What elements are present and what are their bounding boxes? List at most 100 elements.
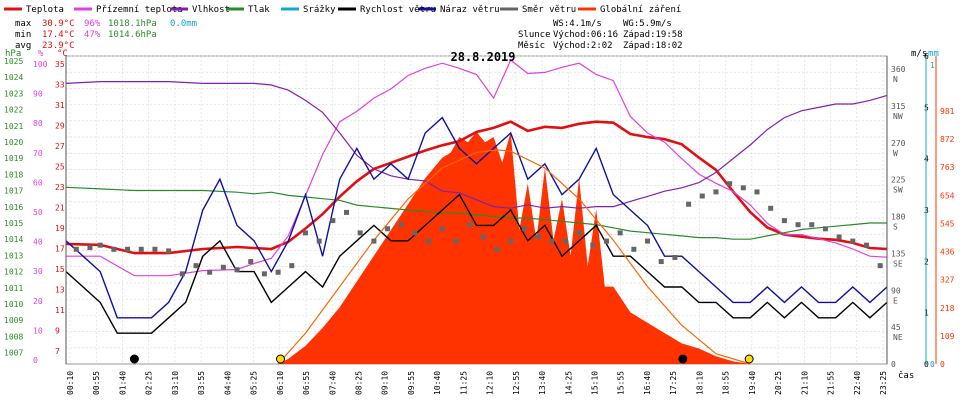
wind-direction-point (412, 230, 418, 236)
degc-tick-label: 21 (55, 204, 65, 213)
legend: Teplota Přízemní teplota Vlhkost Tlak Srážky… (4, 5, 681, 15)
wind-direction-point (686, 201, 692, 207)
rad-tick-label: 0 (940, 360, 945, 369)
wind-direction-point (166, 248, 172, 254)
dir-compass-label: NW (893, 112, 903, 121)
wind-direction-point (248, 259, 254, 265)
wind-direction-point (727, 181, 733, 187)
stat-sun-rise: Východ:06:16 (553, 30, 618, 40)
wind-direction-point (426, 238, 432, 244)
wind-direction-point (193, 263, 199, 269)
legend-label: Tlak (248, 5, 270, 15)
wind-direction-point (672, 254, 678, 260)
stat-wg: WG:5.9m/s (623, 19, 672, 29)
pct-tick-label: 80 (33, 119, 43, 128)
hpa-tick-label: 1024 (4, 73, 23, 82)
rad-tick-label: 436 (940, 248, 955, 257)
legend-label: Vlhkost (192, 5, 230, 15)
rad-tick-label: 218 (940, 304, 955, 313)
x-tick-label: 06:55 (302, 371, 311, 395)
marker-sun-rise (275, 354, 285, 364)
wind-direction-point (590, 242, 596, 248)
pct-tick-label: 70 (33, 149, 43, 158)
axis-degc-unit: °C (57, 49, 68, 59)
wind-direction-point (467, 222, 473, 228)
radiation-area (278, 131, 751, 364)
stat-min-label: min (15, 30, 31, 40)
pct-tick-label: 10 (33, 326, 43, 335)
marker-moon-rise (129, 354, 139, 364)
dir-compass-label: S (893, 223, 898, 232)
wind-direction-point (754, 189, 760, 195)
wind-direction-point (73, 246, 79, 252)
x-tick-label: 09:55 (407, 371, 416, 395)
x-tick-label: 06:10 (276, 371, 285, 395)
stat-moon-set: Západ:18:02 (623, 41, 683, 51)
wind-direction-point (97, 242, 103, 248)
wind-direction-point (385, 226, 391, 232)
x-tick-label: 04:40 (223, 371, 232, 395)
x-tick-label: 21:10 (800, 371, 809, 395)
wind-direction-point (289, 263, 295, 269)
hpa-tick-label: 1025 (4, 57, 23, 66)
x-tick-label: 03:10 (171, 371, 180, 395)
stat-moon-rise: Východ:2:02 (553, 41, 613, 51)
dir-tick-label: 90 (891, 286, 901, 295)
degc-tick-label: 9 (55, 327, 60, 336)
chart-title: 28.8.2019 (450, 50, 515, 64)
dir-tick-label: 360 (891, 65, 906, 74)
stat-ws: WS:4.1m/s (553, 19, 602, 29)
x-tick-label: 02:25 (145, 371, 154, 395)
hpa-tick-label: 1013 (4, 251, 23, 260)
wind-direction-point (316, 238, 322, 244)
wind-direction-point (740, 185, 746, 191)
axis-hpa-unit: hPa (5, 49, 21, 59)
wind-direction-point (617, 230, 623, 236)
x-tick-label: 05:25 (250, 371, 259, 395)
wind-direction-point (576, 230, 582, 236)
wind-direction-point (713, 189, 719, 195)
x-tick-label: 09:10 (381, 371, 390, 395)
x-tick-label: 08:25 (354, 371, 363, 395)
wind-direction-point (603, 238, 609, 244)
x-tick-label: 14:25 (564, 371, 573, 395)
x-tick-label: 11:25 (459, 371, 468, 395)
marker-moon-set (678, 354, 688, 364)
dir-compass-label: SW (893, 186, 903, 195)
series-area-glob-ln-z-en- (278, 131, 751, 364)
x-tick-label: 12:10 (486, 371, 495, 395)
wind-direction-point (207, 269, 213, 275)
degc-tick-label: 27 (55, 142, 65, 151)
pct-tick-label: 40 (33, 238, 43, 247)
stat-avg-temp: 23.9°C (42, 41, 75, 51)
legend-label: Směr větru (522, 5, 576, 15)
wind-direction-point (781, 218, 787, 224)
wind-direction-point (220, 264, 226, 270)
stat-max-press: 1018.1hPa (108, 19, 157, 29)
x-tick-label: 15:55 (617, 371, 626, 395)
x-tick-label: 19:40 (748, 371, 757, 395)
wind-direction-point (179, 271, 185, 277)
stat-sun-label: Slunce (518, 30, 551, 40)
wind-direction-point (453, 238, 459, 244)
wind-direction-point (330, 218, 336, 224)
degc-tick-label: 35 (55, 60, 65, 69)
legend-label: Srážky (303, 5, 336, 15)
stat-max-temp: 30.9°C (42, 19, 75, 29)
x-tick-label: 07:40 (328, 371, 337, 395)
x-tick-label: 00:55 (92, 371, 101, 395)
hpa-tick-label: 1011 (4, 284, 23, 293)
hpa-tick-label: 1017 (4, 187, 23, 196)
wind-direction-point (87, 245, 93, 251)
degc-tick-label: 25 (55, 163, 65, 172)
dir-compass-label: E (893, 296, 898, 305)
x-tick-label: 00:10 (66, 371, 75, 395)
dir-tick-label: 225 (891, 176, 906, 185)
dir-compass-label: SE (893, 259, 903, 268)
wind-direction-point (275, 269, 281, 275)
x-tick-label: 18:10 (695, 371, 704, 395)
series-lines (65, 59, 888, 365)
series-line-rychlost-v-tru (65, 193, 888, 334)
wind-direction-point (357, 230, 363, 236)
rad-tick-label: 327 (940, 276, 955, 285)
